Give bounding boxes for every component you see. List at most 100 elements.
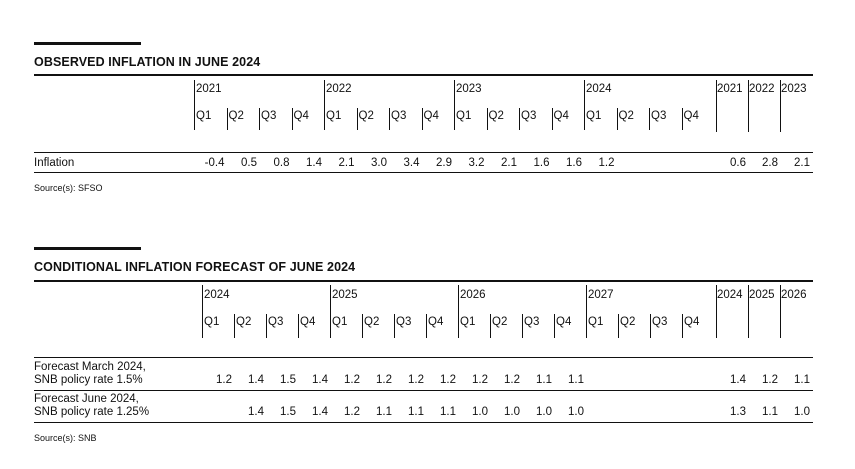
quarter-divider	[522, 314, 523, 338]
source-note: Source(s): SFSO	[34, 183, 103, 193]
quarter-divider	[681, 108, 683, 130]
annual-value: 1.4	[730, 374, 746, 386]
quarter-header: Q2	[364, 316, 380, 328]
quarter-divider	[266, 314, 267, 338]
year-header: 2023	[456, 83, 482, 95]
header-bottom-rule	[34, 357, 813, 358]
quarter-header: Q3	[521, 110, 537, 122]
annual-value: 2.1	[794, 157, 810, 169]
annual-year-header: 2026	[781, 289, 807, 301]
quarter-header: Q1	[196, 110, 212, 122]
section-accent-bar	[34, 247, 141, 250]
quarter-header: Q4	[300, 316, 316, 328]
annual-value: 1.1	[794, 374, 810, 386]
quarter-divider	[519, 108, 520, 130]
row-label: Inflation	[34, 157, 75, 169]
table-top-rule	[34, 74, 813, 76]
quarter-header: Q3	[652, 316, 668, 328]
quarter-header: Q2	[228, 110, 244, 122]
table-bottom-rule	[34, 172, 813, 173]
quarterly-value: 2.9	[436, 157, 452, 169]
year-divider	[584, 80, 585, 130]
year-header: 2025	[332, 289, 358, 301]
quarter-divider	[421, 108, 423, 130]
quarter-header: Q1	[332, 316, 348, 328]
quarter-divider	[618, 314, 619, 338]
annual-year-header: 2023	[781, 83, 807, 95]
quarterly-value: 1.4	[248, 406, 264, 418]
annual-year-header: 2022	[749, 83, 775, 95]
quarter-divider	[362, 314, 363, 338]
quarter-divider	[291, 108, 293, 130]
year-divider	[586, 285, 587, 338]
quarterly-value: 3.4	[403, 157, 420, 169]
quarter-divider	[389, 108, 390, 130]
quarter-header: Q3	[268, 316, 284, 328]
year-divider	[458, 285, 459, 338]
quarter-header: Q4	[684, 316, 700, 328]
quarterly-value: 1.1	[408, 406, 424, 418]
quarterly-value: -0.4	[204, 157, 225, 169]
annual-divider	[780, 80, 781, 132]
row-label-line1: Forecast June 2024,	[34, 393, 139, 405]
quarterly-value: 1.2	[408, 374, 424, 386]
row-label-line2: SNB policy rate 1.5%	[34, 374, 143, 386]
year-header: 2022	[326, 83, 352, 95]
quarterly-value: 1.2	[344, 406, 360, 418]
quarter-divider	[616, 108, 618, 130]
quarter-header: Q4	[553, 110, 569, 122]
header-bottom-rule	[34, 152, 813, 153]
annual-divider	[716, 285, 717, 338]
annual-divider	[748, 285, 749, 338]
row-label-line1: Forecast March 2024,	[34, 361, 146, 373]
quarter-header: Q4	[428, 316, 444, 328]
annual-year-header: 2025	[749, 289, 775, 301]
quarterly-value: 1.5	[280, 374, 296, 386]
quarterly-value: 1.0	[504, 406, 520, 418]
annual-year-header: 2024	[717, 289, 743, 301]
quarter-header: Q1	[204, 316, 220, 328]
quarterly-value: 2.1	[338, 157, 355, 169]
quarterly-value: 1.6	[533, 157, 550, 169]
year-divider	[330, 285, 331, 338]
annual-value: 1.2	[762, 374, 778, 386]
year-divider	[194, 80, 195, 130]
year-divider	[454, 80, 455, 130]
source-note: Source(s): SNB	[34, 433, 97, 443]
quarter-header: Q3	[391, 110, 407, 122]
annual-value: 0.6	[730, 157, 746, 169]
quarterly-value: 1.6	[566, 157, 582, 169]
quarterly-value: 1.2	[216, 374, 232, 386]
quarter-divider	[426, 314, 427, 338]
quarter-divider	[486, 108, 488, 130]
quarter-divider	[490, 314, 491, 338]
year-header: 2026	[460, 289, 486, 301]
quarterly-value: 1.0	[536, 406, 552, 418]
annual-divider	[748, 80, 749, 132]
quarter-header: Q1	[456, 110, 472, 122]
quarter-divider	[554, 314, 555, 338]
quarterly-value: 1.2	[472, 374, 488, 386]
quarter-header: Q2	[618, 110, 634, 122]
quarter-header: Q4	[683, 110, 699, 122]
quarterly-value: 1.2	[504, 374, 520, 386]
quarter-header: Q1	[326, 110, 342, 122]
quarterly-value: 1.5	[280, 406, 296, 418]
quarter-divider	[551, 108, 553, 130]
quarterly-value: 1.2	[598, 157, 615, 169]
quarterly-value: 0.5	[241, 157, 257, 169]
quarterly-value: 3.0	[371, 157, 387, 169]
quarter-header: Q3	[651, 110, 667, 122]
quarterly-value: 3.2	[468, 157, 485, 169]
inflation-forecast-section: CONDITIONAL INFLATION FORECAST OF JUNE 2…	[34, 0, 813, 469]
quarterly-value: 1.1	[376, 406, 392, 418]
quarter-divider	[650, 314, 651, 338]
quarterly-value: 1.1	[568, 374, 584, 386]
quarterly-value: 1.0	[568, 406, 584, 418]
quarter-divider	[226, 108, 228, 130]
quarterly-value: 2.1	[501, 157, 517, 169]
quarterly-value: 1.2	[376, 374, 392, 386]
quarter-header: Q4	[423, 110, 439, 122]
annual-value: 1.0	[794, 406, 810, 418]
quarter-header: Q4	[293, 110, 309, 122]
